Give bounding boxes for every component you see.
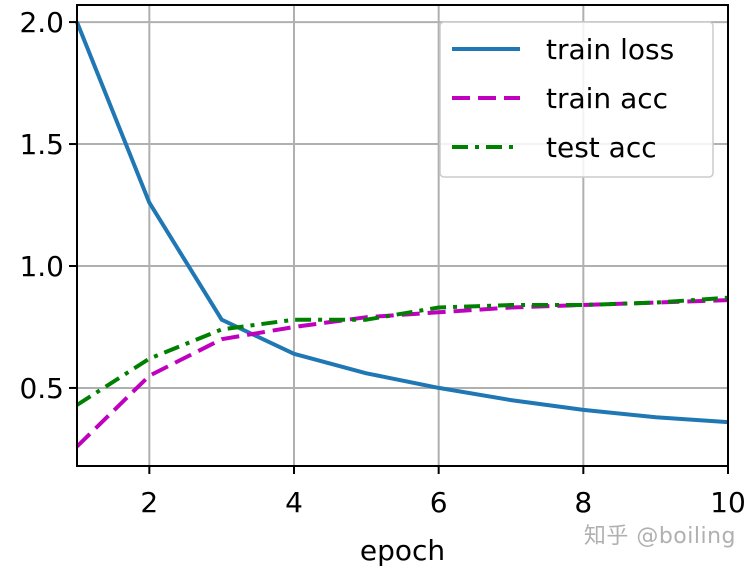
watermark: 知乎 @boiling [583, 524, 736, 549]
legend-label-train-acc: train acc [546, 82, 668, 115]
x-tick-label-3: 8 [574, 486, 592, 519]
legend-item-test-acc: test acc [452, 131, 657, 164]
x-tick-label-2: 6 [430, 486, 448, 519]
y-tick-label-1: 1.0 [19, 250, 64, 283]
plot-area-frame [76, 4, 729, 467]
axis-ticks: 2 4 6 8 10 0.5 1.0 1.5 2.0 [19, 6, 745, 519]
series-line-train-loss [75, 21, 729, 425]
x-tick-label-1: 4 [285, 486, 303, 519]
legend-item-train-loss: train loss [452, 33, 674, 66]
x-tick-label-0: 2 [140, 486, 158, 519]
y-tick-label-2: 1.5 [19, 128, 64, 161]
legend-box [439, 21, 714, 178]
x-axis-label: epoch [360, 534, 445, 567]
x-tick-label-4: 10 [710, 486, 746, 519]
series-line-test-acc [75, 295, 729, 407]
series-lines [75, 21, 729, 448]
series-line-train-acc [75, 298, 729, 448]
y-tick-label-3: 2.0 [19, 6, 64, 39]
legend-label-test-acc: test acc [546, 131, 657, 164]
legend-label-train-loss: train loss [546, 33, 674, 66]
legend: train loss train acc test acc [439, 21, 714, 178]
y-tick-label-0: 0.5 [19, 372, 64, 405]
legend-item-train-acc: train acc [452, 82, 668, 115]
